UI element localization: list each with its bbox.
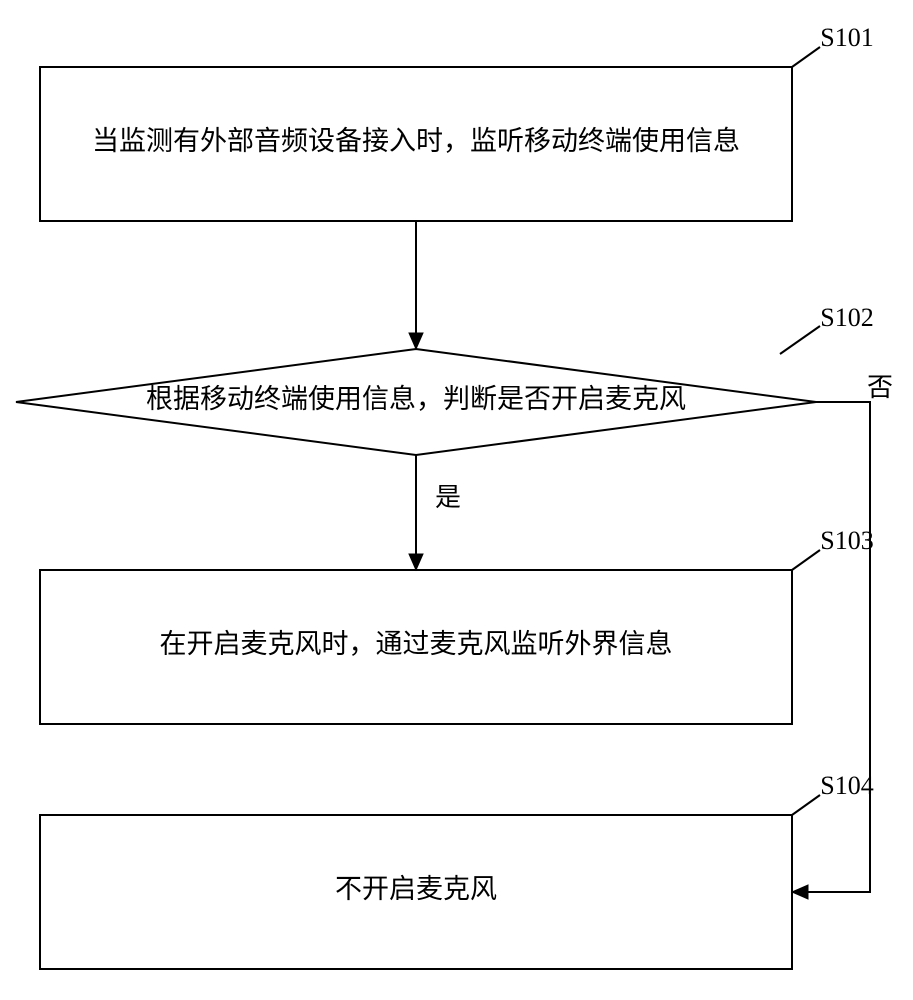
flow-box-text-s103: 在开启麦克风时，通过麦克风监听外界信息 [160, 629, 673, 659]
leader-line-s104 [792, 795, 820, 815]
edge-label-1: 是 [435, 483, 461, 512]
edge-label-2: 否 [867, 373, 893, 402]
step-label-s104: S104 [820, 771, 873, 800]
flow-box-text-s104: 不开启麦克风 [335, 874, 497, 904]
flow-box-text-s101: 当监测有外部音频设备接入时，监听移动终端使用信息 [92, 126, 740, 156]
step-label-s102: S102 [820, 303, 873, 332]
edge-2 [792, 402, 870, 892]
flow-diamond-text-s102: 根据移动终端使用信息，判断是否开启麦克风 [146, 384, 686, 414]
step-label-s101: S101 [820, 23, 873, 52]
edge-arrow-0 [409, 333, 423, 349]
leader-line-s101 [792, 47, 820, 67]
leader-line-s102 [780, 326, 820, 354]
leader-line-s103 [792, 550, 820, 570]
edge-arrow-1 [409, 554, 423, 570]
edge-arrow-2 [792, 885, 808, 899]
step-label-s103: S103 [820, 526, 873, 555]
